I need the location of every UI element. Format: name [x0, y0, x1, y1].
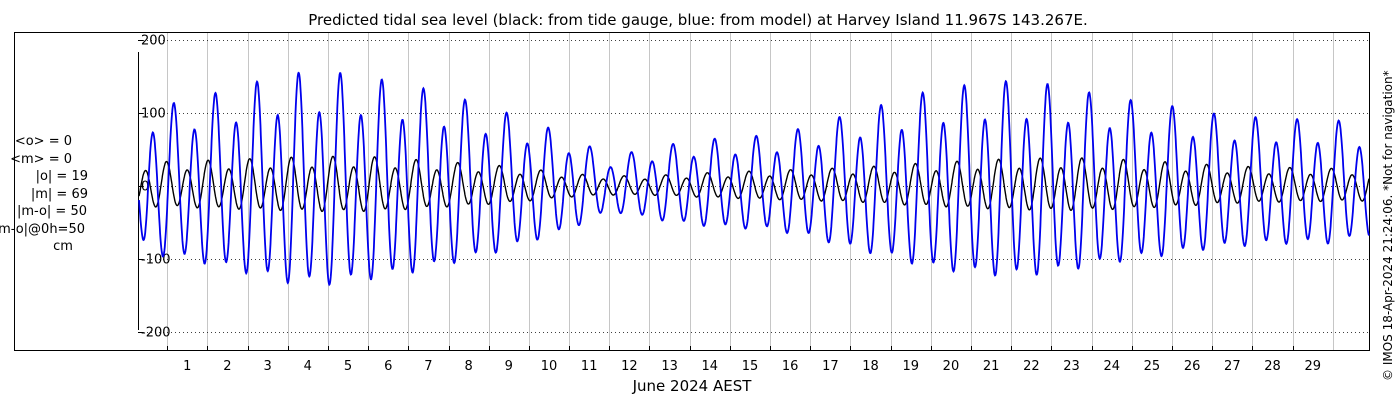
- x-tick-label: 9: [505, 359, 513, 374]
- x-tick-label: 10: [541, 359, 558, 374]
- x-tick-label: 4: [304, 359, 312, 374]
- y-tick-label: -100: [141, 253, 171, 268]
- plot-frame: [14, 32, 1370, 351]
- x-tick-label: 11: [581, 359, 598, 374]
- x-tick-label: 3: [263, 359, 271, 374]
- y-tick-label: 100: [141, 107, 166, 122]
- x-tick-label: 24: [1103, 359, 1120, 374]
- x-tick-label: 26: [1184, 359, 1201, 374]
- x-tick-label: 21: [983, 359, 1000, 374]
- x-tick-label: 17: [822, 359, 839, 374]
- x-tick-label: 18: [862, 359, 879, 374]
- x-tick-label: 5: [344, 359, 352, 374]
- stat-abs-difference: |m-o| = 50: [17, 204, 87, 219]
- x-tick-label: 12: [621, 359, 638, 374]
- series-line: [138, 155, 1370, 213]
- x-axis-ticks: 1 2 3 4 5 6 7 8 9 10 11 12 13 14 15 16 17 18 19 20 21 22 23 24 2…: [167, 346, 1321, 374]
- x-tick-label: 16: [782, 359, 799, 374]
- x-tick-label: 1: [183, 359, 191, 374]
- stat-mean-observed: <o> = 0: [15, 134, 72, 149]
- x-tick-label: 15: [742, 359, 759, 374]
- x-tick-label: 7: [424, 359, 432, 374]
- stat-mean-model: <m> = 0: [10, 152, 72, 167]
- stat-abs-model: |m| = 69: [31, 187, 88, 202]
- x-tick-label: 29: [1304, 359, 1321, 374]
- x-tick-label: 25: [1144, 359, 1161, 374]
- x-tick-label: 23: [1063, 359, 1080, 374]
- x-tick-label: 19: [902, 359, 919, 374]
- y-tick-label: 0: [141, 180, 149, 195]
- x-tick-label: 28: [1264, 359, 1281, 374]
- x-tick-label: 20: [943, 359, 960, 374]
- x-tick-label: 13: [661, 359, 678, 374]
- x-tick-label: 8: [464, 359, 472, 374]
- x-tick-label: 2: [223, 359, 231, 374]
- stat-abs-observed: |o| = 19: [36, 169, 88, 184]
- y-tick-label: 200: [141, 34, 166, 49]
- stat-unit: cm: [53, 239, 73, 254]
- stat-abs-difference-0h: |m-o|@0h=50: [0, 222, 85, 237]
- copyright-notice: © IMOS 18-Apr-2024 21:24:06. *Not for na…: [1381, 70, 1395, 381]
- x-tick-label: 22: [1023, 359, 1040, 374]
- chart-title: Predicted tidal sea level (black: from t…: [308, 11, 1087, 29]
- x-tick-label: 14: [702, 359, 719, 374]
- series-line: [138, 71, 1370, 287]
- x-tick-label: 27: [1224, 359, 1241, 374]
- y-tick-label: -200: [141, 326, 171, 341]
- y-axis-ticks: 200 100 0 -100 -200: [138, 34, 171, 341]
- x-tick-label: 6: [384, 359, 392, 374]
- x-axis-label: June 2024 AEST: [632, 377, 753, 395]
- series-lines: [138, 71, 1370, 287]
- stats-box: <o> = 0 <m> = 0 |o| = 19 |m| = 69 |m-o| …: [0, 134, 88, 254]
